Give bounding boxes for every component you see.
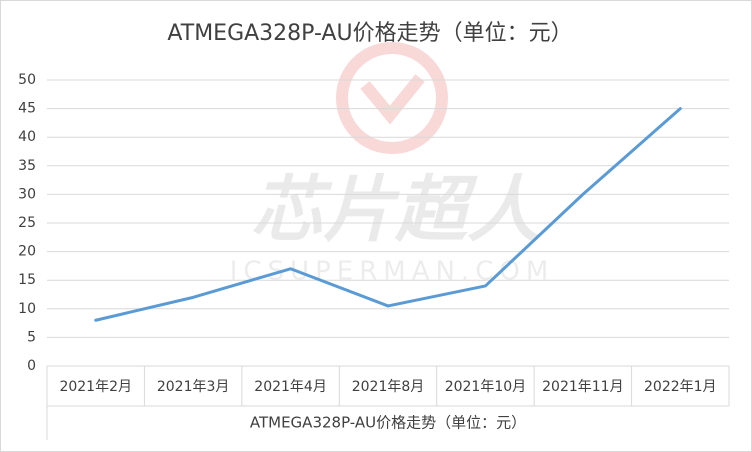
data-line — [94, 107, 682, 322]
x-tick-label: 2021年4月 — [254, 379, 327, 395]
y-tick-label: 20 — [18, 244, 36, 260]
y-tick-label: 15 — [18, 272, 36, 288]
y-tick-label: 45 — [18, 101, 36, 117]
x-tick-label: 2021年11月 — [542, 379, 623, 395]
y-tick-label: 25 — [18, 215, 36, 231]
x-tick-label: 2021年8月 — [352, 379, 425, 395]
y-tick-label: 10 — [18, 301, 36, 317]
x-tick-label: 2021年10月 — [445, 379, 526, 395]
y-tick-label: 50 — [18, 72, 36, 88]
y-tick-label: 30 — [18, 186, 36, 202]
x-tick-label: 2022年1月 — [644, 379, 717, 395]
x-axis-title: ATMEGA328P-AU价格走势（单位：元） — [250, 414, 526, 432]
y-tick-label: 35 — [18, 158, 36, 174]
x-tick-label: 2021年2月 — [59, 379, 132, 395]
chart-title: ATMEGA328P-AU价格走势（单位：元） — [167, 21, 572, 46]
y-tick-label: 5 — [27, 329, 36, 345]
watermark-brand: 芯片超人 — [251, 168, 539, 252]
watermark-logo — [336, 42, 448, 154]
y-tick-label: 40 — [18, 129, 36, 145]
x-tick-label: 2021年3月 — [157, 379, 230, 395]
y-tick-label: 0 — [27, 358, 36, 374]
